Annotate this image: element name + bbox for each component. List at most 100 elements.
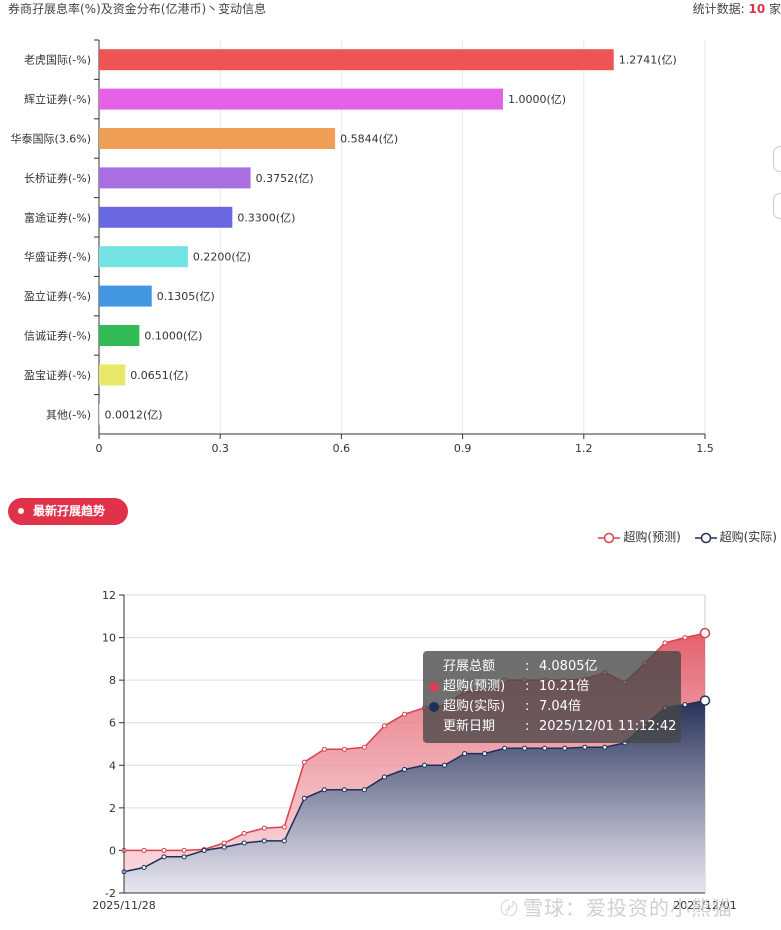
x-tick-label: 0.9 xyxy=(454,442,472,455)
data-point[interactable] xyxy=(281,838,287,844)
y-tick-label: -2 xyxy=(105,887,116,900)
x-tick-label: 2025/12/01 xyxy=(673,899,736,912)
y-tick-label: 盈宝证券(-%) xyxy=(24,368,91,382)
data-point[interactable] xyxy=(201,847,207,853)
tooltip-row-total: 孖展总额:4.0805亿 xyxy=(429,657,681,677)
bar-data-label: 0.3300(亿) xyxy=(237,211,295,224)
y-tick-label: 0 xyxy=(109,844,116,857)
tooltip-key: 超购(预测) xyxy=(443,679,506,694)
stat-prefix: 统计数据: xyxy=(692,2,749,16)
data-point[interactable] xyxy=(341,746,347,752)
legend-item-actual[interactable]: 超购(实际) xyxy=(694,528,777,545)
scroll-handle-bottom[interactable] xyxy=(773,193,781,219)
data-point[interactable] xyxy=(361,744,367,750)
tooltip-row-actual: 超购(实际):7.04倍 xyxy=(429,697,681,717)
y-tick-label: 老虎国际(-%) xyxy=(24,54,91,67)
data-point[interactable] xyxy=(181,847,187,853)
bar[interactable] xyxy=(99,49,614,71)
data-point[interactable] xyxy=(161,854,167,860)
data-point[interactable] xyxy=(602,744,608,750)
x-tick-label: 0 xyxy=(96,442,103,455)
data-point[interactable] xyxy=(699,627,711,639)
bar-data-label: 0.0651(亿) xyxy=(130,369,188,382)
broker-bar-chart: 0 0.3 0.6 0.9 1.2 1.5 老虎国际(-%) 1.2741(亿) 辉立证券(-%… xyxy=(10,39,714,455)
scroll-handle-top[interactable] xyxy=(773,146,781,172)
tooltip-sep: : xyxy=(525,679,530,694)
chart-title: 券商孖展息率(%)及资金分布(亿港币)丶变动信息 xyxy=(8,2,267,16)
data-point[interactable] xyxy=(442,762,448,768)
tooltip-row-updated: 更新日期:2025/12/01 11:12:42 xyxy=(429,717,681,737)
bar-data-label: 1.0000(亿) xyxy=(508,93,566,106)
tooltip-actual-dot-icon xyxy=(429,702,439,712)
tooltip-sep: : xyxy=(525,659,530,674)
data-point[interactable] xyxy=(181,854,187,860)
y-tick-label: 2 xyxy=(109,802,116,815)
legend-forecast-label: 超购(预测) xyxy=(623,530,681,544)
data-point[interactable] xyxy=(261,825,267,831)
bar[interactable] xyxy=(99,128,336,149)
data-point[interactable] xyxy=(281,824,287,830)
data-point[interactable] xyxy=(341,787,347,793)
trend-badge-label: 最新孖展趋势 xyxy=(33,504,106,518)
y-tick-label: 辉立证券(-%) xyxy=(24,92,91,106)
data-point[interactable] xyxy=(662,640,668,646)
y-tick-label: 信诚证券(-%) xyxy=(24,329,91,343)
data-point[interactable] xyxy=(321,746,327,752)
bar-data-label: 0.5844(亿) xyxy=(340,133,398,146)
tooltip-value: 4.0805亿 xyxy=(539,659,598,674)
data-point[interactable] xyxy=(221,844,227,850)
data-point[interactable] xyxy=(241,840,247,846)
y-tick-label: 富途证券(-%) xyxy=(24,210,91,224)
data-point[interactable] xyxy=(381,723,387,729)
data-point[interactable] xyxy=(522,745,528,751)
data-point[interactable] xyxy=(141,864,147,870)
data-point[interactable] xyxy=(502,745,508,751)
y-tick-label: 华泰国际(3.6%) xyxy=(10,132,91,146)
x-tick-label: 0.6 xyxy=(333,442,351,455)
data-point[interactable] xyxy=(401,711,407,717)
bar[interactable] xyxy=(99,88,503,110)
series-line xyxy=(123,699,706,873)
bar[interactable] xyxy=(99,364,126,386)
tooltip-sep: : xyxy=(525,719,530,734)
bar-data-label: 0.0012(亿) xyxy=(105,408,163,421)
data-point[interactable] xyxy=(562,745,568,751)
data-point[interactable] xyxy=(542,745,548,751)
data-point[interactable] xyxy=(321,787,327,793)
legend-actual-label: 超购(实际) xyxy=(719,530,777,544)
data-point[interactable] xyxy=(422,762,428,768)
data-point[interactable] xyxy=(401,767,407,773)
bar[interactable] xyxy=(99,206,233,228)
data-point[interactable] xyxy=(682,635,688,641)
data-point[interactable] xyxy=(261,838,267,844)
data-point[interactable] xyxy=(462,751,468,757)
data-point[interactable] xyxy=(221,840,227,846)
legend-item-forecast[interactable]: 超购(预测) xyxy=(598,528,681,545)
bar[interactable] xyxy=(99,325,140,346)
data-point[interactable] xyxy=(682,702,688,708)
bar[interactable] xyxy=(99,167,251,189)
data-point[interactable] xyxy=(361,787,367,793)
data-point[interactable] xyxy=(381,774,387,780)
data-point[interactable] xyxy=(161,847,167,853)
x-tick-label: 1.2 xyxy=(575,442,593,455)
tooltip-key: 更新日期 xyxy=(443,719,496,734)
trend-legend: 超购(预测) 超购(实际) xyxy=(588,528,777,545)
data-point[interactable] xyxy=(241,830,247,836)
badge-dot-icon xyxy=(18,507,24,514)
y-tick-label: 4 xyxy=(109,759,116,772)
trend-badge[interactable]: 最新孖展趋势 xyxy=(8,498,128,525)
bar[interactable] xyxy=(99,403,100,425)
bar[interactable] xyxy=(99,246,188,268)
y-tick-label: 6 xyxy=(109,717,116,730)
data-point[interactable] xyxy=(482,751,488,757)
data-point[interactable] xyxy=(582,744,588,750)
bar-data-label: 1.2741(亿) xyxy=(619,54,677,67)
data-point[interactable] xyxy=(301,759,307,765)
data-point[interactable] xyxy=(301,795,307,801)
bar[interactable] xyxy=(99,285,152,307)
y-tick-label: 10 xyxy=(102,632,116,645)
data-point[interactable] xyxy=(699,695,711,706)
data-point[interactable] xyxy=(141,847,147,853)
bar-data-label: 0.1000(亿) xyxy=(144,330,202,343)
